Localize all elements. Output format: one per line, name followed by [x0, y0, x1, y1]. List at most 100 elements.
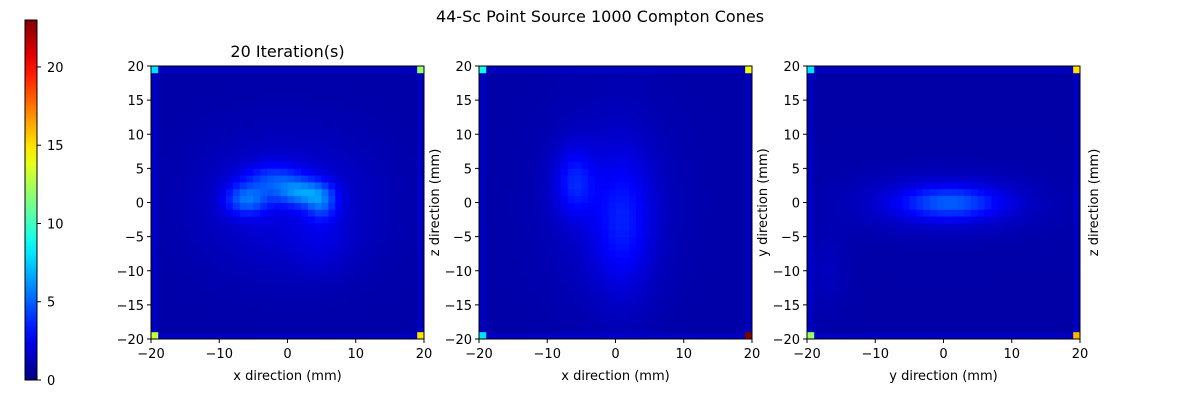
- heatmap-cell: [157, 270, 166, 278]
- heatmap-cell: [157, 250, 166, 258]
- heatmap-cell: [1032, 154, 1040, 162]
- heatmap-cell: [977, 195, 985, 203]
- heatmap-cell: [950, 141, 958, 149]
- heatmap-cell: [1032, 291, 1040, 299]
- heatmap-cell: [936, 147, 944, 156]
- heatmap-cell: [294, 229, 302, 238]
- heatmap-cell: [485, 270, 494, 278]
- heatmap-cell: [1032, 311, 1040, 319]
- heatmap-cell: [854, 195, 862, 203]
- heatmap-cell: [513, 263, 521, 272]
- heatmap-cell: [1039, 93, 1047, 101]
- heatmap-cell: [383, 113, 391, 122]
- heatmap-cell: [847, 161, 856, 169]
- heatmap-cell: [164, 161, 172, 169]
- heatmap-cell: [690, 154, 698, 162]
- heatmap-cell: [1045, 311, 1054, 319]
- heatmap-cell: [479, 113, 487, 122]
- heatmap-cell: [1025, 113, 1033, 122]
- heatmap-cell: [970, 291, 979, 299]
- heatmap-cell: [335, 66, 343, 74]
- heatmap-cell: [205, 154, 213, 162]
- heatmap-cell: [191, 79, 200, 87]
- heatmap-cell: [499, 147, 507, 156]
- heatmap-cell: [383, 311, 391, 319]
- heatmap-cell: [1059, 86, 1067, 94]
- heatmap-cell: [232, 141, 241, 149]
- heatmap-cell: [219, 154, 227, 162]
- heatmap-cell: [957, 195, 965, 203]
- heatmap-cell: [635, 100, 644, 108]
- heatmap-cell: [301, 291, 309, 299]
- heatmap-cell: [724, 86, 732, 94]
- heatmap-cell: [403, 277, 411, 285]
- heatmap-cell: [601, 209, 610, 217]
- heatmap-cell: [533, 311, 541, 319]
- heatmap-cell: [267, 154, 275, 162]
- heatmap-cell: [1011, 216, 1019, 224]
- heatmap-cell: [929, 298, 938, 306]
- heatmap-cell: [963, 72, 972, 81]
- heatmap-cell: [1011, 154, 1019, 162]
- heatmap-cell: [519, 229, 528, 238]
- heatmap-cell: [479, 263, 487, 272]
- heatmap-cell: [376, 66, 384, 74]
- heatmap-cell: [895, 93, 903, 101]
- heatmap-cell: [273, 209, 282, 217]
- heatmap-cell: [683, 304, 691, 313]
- heatmap-cell: [1039, 311, 1047, 319]
- heatmap-cell: [1073, 72, 1081, 81]
- heatmap-cell: [185, 284, 193, 292]
- heatmap-cell: [998, 332, 1006, 340]
- heatmap-cell: [1011, 263, 1019, 272]
- heatmap-cell: [704, 229, 712, 238]
- heatmap-cell: [704, 182, 712, 190]
- heatmap-cell: [342, 318, 350, 326]
- heatmap-cell: [294, 209, 302, 217]
- heatmap-cell: [335, 222, 343, 231]
- heatmap-cell: [902, 86, 910, 94]
- heatmap-cell: [588, 72, 596, 81]
- heatmap-cell: [403, 100, 411, 108]
- heatmap-cell: [294, 134, 302, 142]
- heatmap-cell: [854, 79, 862, 87]
- heatmap-cell: [526, 202, 534, 210]
- heatmap-cell: [1059, 291, 1067, 299]
- heatmap-cell: [335, 250, 343, 258]
- heatmap-cell: [642, 168, 651, 176]
- heatmap-cell: [376, 222, 384, 231]
- heatmap-cell: [888, 257, 897, 265]
- heatmap-cell: [151, 127, 159, 135]
- heatmap-cell: [389, 106, 398, 115]
- heatmap-cell: [731, 113, 739, 122]
- heatmap-corner-cell: [1073, 332, 1081, 340]
- heatmap-cell: [342, 168, 350, 176]
- heatmap-cell: [861, 291, 869, 299]
- heatmap-cell: [362, 79, 370, 87]
- heatmap-cell: [526, 257, 534, 265]
- heatmap-cell: [683, 66, 691, 74]
- heatmap-cell: [690, 113, 698, 122]
- heatmap-cell: [1032, 236, 1040, 244]
- heatmap-cell: [574, 250, 582, 258]
- heatmap-cell: [348, 325, 357, 333]
- heatmap-cell: [963, 161, 972, 169]
- x-tick-label: −10: [206, 347, 233, 362]
- heatmap-cell: [724, 168, 732, 176]
- heatmap-cell: [581, 72, 589, 81]
- heatmap-cell: [362, 188, 370, 197]
- heatmap-cell: [998, 86, 1006, 94]
- heatmap-cell: [923, 168, 931, 176]
- heatmap-cell: [595, 113, 603, 122]
- heatmap-cell: [294, 154, 302, 162]
- heatmap-cell: [492, 141, 500, 149]
- heatmap-cell: [403, 257, 411, 265]
- heatmap-cell: [1039, 168, 1047, 176]
- heatmap-cell: [588, 263, 596, 272]
- heatmap-cell: [267, 270, 275, 278]
- heatmap-cell: [963, 216, 972, 224]
- heatmap-cell: [540, 318, 548, 326]
- heatmap-cell: [923, 284, 931, 292]
- heatmap-cell: [888, 188, 897, 197]
- heatmap-cell: [998, 263, 1006, 272]
